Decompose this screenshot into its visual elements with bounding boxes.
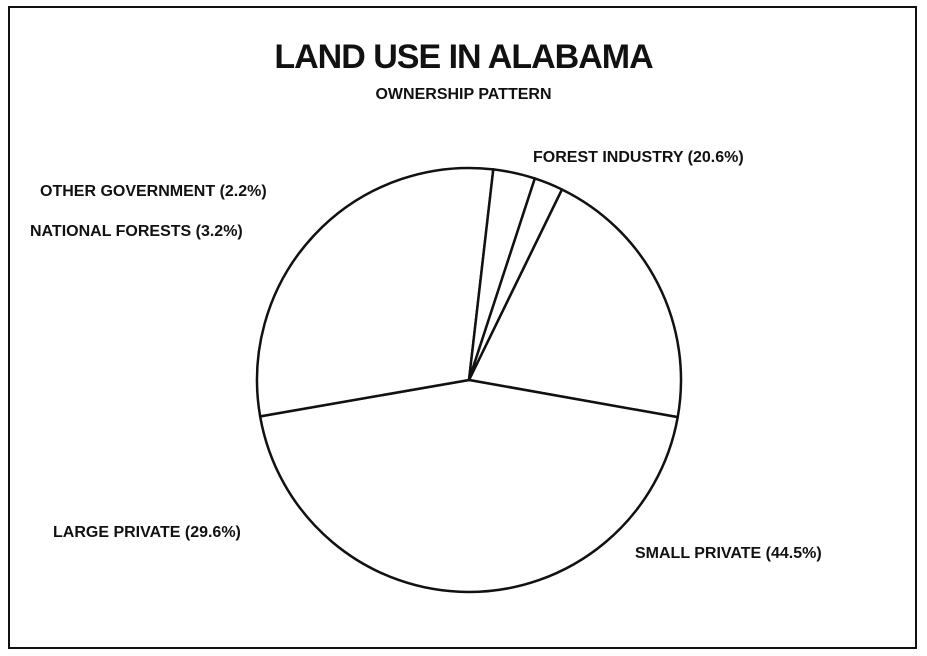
slice-label-small-private: SMALL PRIVATE (44.5%): [635, 545, 822, 562]
pie-slice-other-government: [467, 177, 564, 382]
chart-subtitle: OWNERSHIP PATTERN: [375, 86, 552, 103]
pie-slice-forest-industry: [467, 188, 683, 419]
slice-label-other-government: OTHER GOVERNMENT (2.2%): [40, 183, 267, 200]
pie-slice-small-private: [258, 378, 679, 594]
slice-label-national-forests: NATIONAL FORESTS (3.2%): [30, 223, 243, 240]
chart-title: LAND USE IN ALABAMA: [274, 38, 653, 76]
pie-slice-large-private: [255, 166, 495, 418]
slice-label-forest-industry: FOREST INDUSTRY (20.6%): [533, 149, 744, 166]
pie-slices: [255, 166, 683, 594]
pie-labels: FOREST INDUSTRY (20.6%) SMALL PRIVATE (4…: [30, 149, 822, 562]
slice-label-large-private: LARGE PRIVATE (29.6%): [53, 524, 241, 541]
